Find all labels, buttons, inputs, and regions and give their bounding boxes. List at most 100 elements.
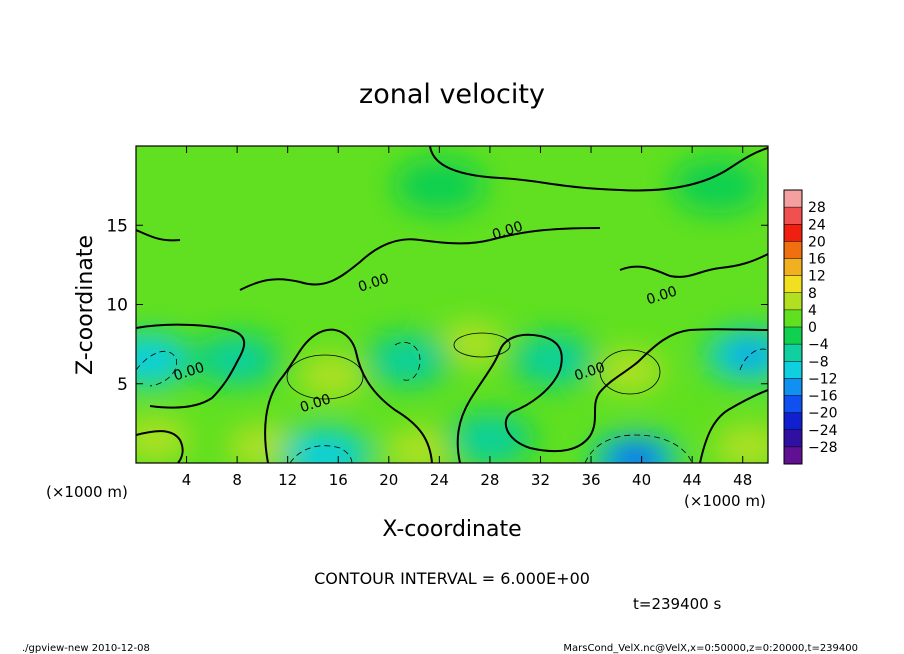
field-min-10 bbox=[507, 331, 600, 388]
colorbar-band bbox=[784, 327, 802, 345]
contour-negative-4 bbox=[584, 434, 693, 463]
x-axis-ticks: 4 8 12 16 20 24 28 32 36 40 44 48 bbox=[182, 146, 752, 489]
field-max-3 bbox=[136, 411, 201, 463]
colorbar-label: 4 bbox=[808, 303, 817, 319]
field-level bbox=[717, 427, 768, 463]
x-tick-label: 20 bbox=[379, 471, 398, 489]
colorbar-label: 28 bbox=[808, 200, 826, 216]
y-tick-label: 15 bbox=[106, 216, 128, 236]
x-tick-label: 4 bbox=[182, 471, 192, 489]
footer-right: MarsCond_VelX.nc@VelX,x=0:50000,z=0:2000… bbox=[563, 643, 858, 654]
field-level bbox=[136, 419, 187, 460]
x-unit-left: (×1000 m) bbox=[46, 483, 128, 501]
zero-contour-lower-left bbox=[136, 323, 246, 463]
zero-contour-bottom-right bbox=[699, 389, 768, 463]
x-tick-label: 16 bbox=[329, 471, 348, 489]
x-tick-label: 36 bbox=[581, 471, 600, 489]
time-text: t=239400 s bbox=[633, 595, 721, 613]
field-level bbox=[293, 435, 358, 463]
field-min-16 bbox=[671, 157, 764, 214]
x-tick-label: 8 bbox=[232, 471, 242, 489]
colorbar-band bbox=[784, 446, 802, 465]
colorbar-label: 8 bbox=[808, 286, 817, 302]
field-level bbox=[136, 339, 181, 380]
colorbar-band bbox=[784, 224, 802, 242]
colorbar-label: −12 bbox=[808, 371, 838, 387]
colorbar-band bbox=[784, 309, 802, 328]
contour-negative-2 bbox=[394, 341, 421, 381]
contour-positive-3 bbox=[599, 349, 661, 395]
x-tick-label: 32 bbox=[531, 471, 550, 489]
zero-contour-right bbox=[456, 328, 768, 463]
contour-negative-5 bbox=[289, 445, 353, 463]
y-axis-ticks: 5 10 15 bbox=[106, 216, 768, 395]
zero-contours bbox=[136, 146, 768, 463]
colorbar-band bbox=[784, 207, 802, 225]
colorbar-label: −20 bbox=[808, 406, 838, 422]
field-min-7 bbox=[136, 331, 195, 388]
x-tick-label: 44 bbox=[683, 471, 702, 489]
x-tick-label: 40 bbox=[632, 471, 651, 489]
colorbar-label: −16 bbox=[808, 389, 838, 405]
x-tick-label: 24 bbox=[430, 471, 449, 489]
y-axis-label: Z-coordinate bbox=[73, 235, 98, 375]
x-axis-label: X-coordinate bbox=[382, 517, 521, 542]
colorbar-label: 24 bbox=[808, 217, 826, 233]
field-level bbox=[685, 165, 750, 206]
chart-title: zonal velocity bbox=[359, 79, 545, 110]
field-level bbox=[731, 343, 768, 368]
colorbar-band bbox=[784, 190, 802, 208]
colorbar-band bbox=[784, 275, 802, 294]
colorbar-label: −4 bbox=[808, 337, 829, 353]
colorbar-band bbox=[784, 241, 802, 259]
contour-interval-text: CONTOUR INTERVAL = 6.000E+00 bbox=[314, 569, 590, 588]
field-min-12 bbox=[279, 427, 372, 463]
contour-negative-3 bbox=[739, 348, 768, 371]
colorbar-band bbox=[784, 412, 802, 431]
field-min-9 bbox=[361, 331, 454, 388]
field-level bbox=[230, 427, 295, 463]
x-unit-right: (×1000 m) bbox=[684, 492, 766, 510]
thin-contours bbox=[136, 332, 768, 463]
contour-positive-1 bbox=[286, 354, 364, 400]
colorbar-band bbox=[784, 258, 802, 277]
colorbar-label: 16 bbox=[808, 252, 826, 268]
x-tick-label: 12 bbox=[278, 471, 297, 489]
plot-area: 0.000.000.000.000.000.00 bbox=[136, 146, 768, 463]
colorbar-label: 20 bbox=[808, 234, 826, 250]
field-min-14 bbox=[589, 431, 682, 463]
field-level bbox=[375, 339, 440, 380]
colorbar-band bbox=[784, 395, 802, 414]
y-tick-label: 10 bbox=[106, 296, 128, 316]
colorbar-label: 12 bbox=[808, 269, 826, 285]
y-tick-label: 5 bbox=[117, 375, 128, 395]
colorbar-label: −28 bbox=[808, 440, 838, 456]
field-max-5 bbox=[374, 422, 467, 463]
x-tick-label: 48 bbox=[733, 471, 752, 489]
x-tick-label: 28 bbox=[480, 471, 499, 489]
colorbar-band bbox=[784, 292, 802, 311]
field-max-0 bbox=[285, 347, 378, 404]
field-level bbox=[388, 430, 453, 463]
contour-positive-2 bbox=[453, 332, 511, 358]
colorbar-band bbox=[784, 378, 802, 396]
colorbar-label: −24 bbox=[808, 423, 838, 439]
field-max-6 bbox=[703, 419, 768, 463]
field-min-11 bbox=[703, 327, 768, 384]
field-min-15 bbox=[393, 157, 486, 214]
field-level bbox=[521, 339, 586, 380]
field-level bbox=[299, 355, 364, 396]
field-level bbox=[407, 165, 472, 206]
field-level bbox=[617, 447, 654, 463]
zero-contour-upper bbox=[429, 146, 768, 192]
zero-contour-mid bbox=[136, 227, 768, 291]
colorbar-label: 0 bbox=[808, 320, 817, 336]
footer-left: ./gpview-new 2010-12-08 bbox=[22, 643, 150, 654]
colorbar-band bbox=[784, 361, 802, 379]
colorbar-band bbox=[784, 429, 802, 448]
field-level bbox=[438, 324, 503, 365]
colorbar-label: −8 bbox=[808, 354, 829, 370]
colorbar-band bbox=[784, 344, 802, 362]
